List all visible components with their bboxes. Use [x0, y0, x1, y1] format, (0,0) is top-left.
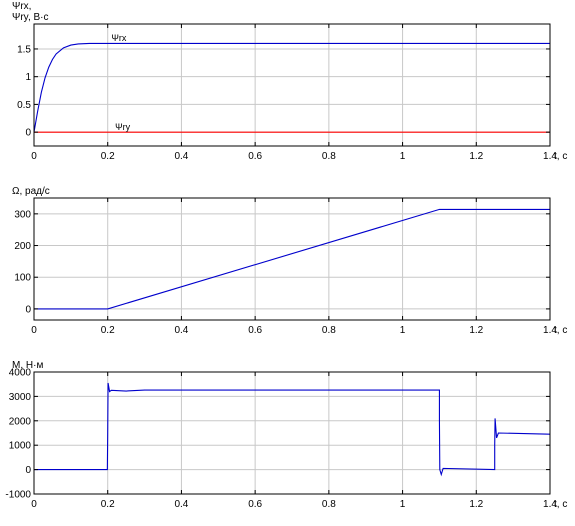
- x-tick-label: 0.2: [101, 151, 115, 162]
- y-tick-label: 0.5: [17, 100, 31, 111]
- y-tick-label: 2000: [9, 416, 32, 427]
- series-line-Ψrx: [34, 42, 550, 133]
- y-tick-label: 3000: [9, 392, 32, 403]
- y-tick-label: 0: [25, 465, 31, 476]
- chart-2: 0 0.2 0.4 0.6 0.8 1 1.2 1.4 0 100 200 300 Ω, рад/с t,…: [12, 186, 567, 336]
- x-tick-label: 0.2: [101, 499, 115, 510]
- y-axis-label: Ω, рад/с: [12, 186, 50, 197]
- x-tick-label: 1: [400, 325, 406, 336]
- x-tick-label: 1: [400, 151, 406, 162]
- x-tick-label: 0.4: [174, 325, 188, 336]
- y-tick-label: 1000: [9, 441, 32, 452]
- x-tick-label: 0: [31, 499, 37, 510]
- plot-frame: [33, 371, 551, 495]
- y-tick-label: 1: [25, 72, 31, 83]
- x-tick-label: 1.2: [469, 151, 483, 162]
- x-tick-label: 1: [400, 499, 406, 510]
- x-tick-label: 0.6: [248, 499, 262, 510]
- x-tick-label: 1.4: [543, 499, 557, 510]
- x-tick-label: 0: [31, 151, 37, 162]
- x-tick-label: 0.8: [322, 151, 336, 162]
- y-tick-label: 1.5: [17, 44, 31, 55]
- x-tick-label: 0.8: [322, 499, 336, 510]
- x-tick-label: 0.2: [101, 325, 115, 336]
- x-axis-label: t, с: [554, 325, 567, 336]
- y-axis-label: M, Н·м: [12, 360, 43, 371]
- x-tick-label: 0.4: [174, 151, 188, 162]
- plot-frame: [33, 23, 551, 147]
- y-tick-label: 100: [14, 273, 31, 284]
- y-axis-label: Ψry, В·с: [12, 12, 49, 23]
- x-tick-label: 0: [31, 325, 37, 336]
- y-tick-label: 0: [25, 128, 31, 139]
- series-annotation: Ψrx: [111, 33, 127, 43]
- y-tick-label: -1000: [5, 490, 31, 501]
- series-line-1: [34, 208, 550, 310]
- y-tick-label: 0: [25, 304, 31, 315]
- x-tick-label: 0.4: [174, 499, 188, 510]
- chart-1: 0 0.2 0.4 0.6 0.8 1 1.2 1.4 0 0.5 1 1.5 Ψrx,Ψry, В·с…: [12, 1, 567, 162]
- x-tick-label: 1.2: [469, 499, 483, 510]
- x-tick-label: 1.2: [469, 325, 483, 336]
- y-tick-label: 300: [14, 209, 31, 220]
- x-tick-label: 0.6: [248, 325, 262, 336]
- x-axis-label: t, с: [554, 499, 567, 510]
- chart-3: 0 0.2 0.4 0.6 0.8 1 1.2 1.4-1000010002000300040…: [5, 360, 567, 510]
- x-tick-label: 1.4: [543, 151, 557, 162]
- x-tick-label: 1.4: [543, 325, 557, 336]
- series-line-1: [34, 382, 550, 477]
- y-tick-label: 200: [14, 241, 31, 252]
- x-axis-label: t, с: [554, 151, 567, 162]
- x-tick-label: 0.6: [248, 151, 262, 162]
- y-tick-label: 4000: [9, 368, 32, 379]
- x-tick-label: 0.8: [322, 325, 336, 336]
- series-annotation: Ψry: [115, 122, 131, 132]
- y-axis-label: Ψrx,: [12, 1, 31, 12]
- plot-frame: [33, 197, 551, 321]
